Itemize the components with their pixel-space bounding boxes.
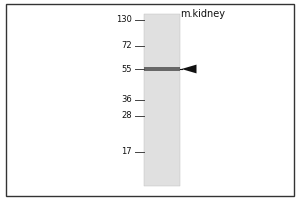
- Bar: [144, 67, 180, 71]
- Text: 130: 130: [116, 16, 132, 24]
- Text: 72: 72: [122, 42, 132, 50]
- Text: 28: 28: [122, 111, 132, 120]
- Text: 17: 17: [122, 148, 132, 156]
- Text: m.kidney: m.kidney: [180, 9, 225, 19]
- Polygon shape: [182, 65, 196, 73]
- Bar: [144, 14, 180, 186]
- Text: 55: 55: [122, 64, 132, 73]
- Text: 36: 36: [121, 96, 132, 104]
